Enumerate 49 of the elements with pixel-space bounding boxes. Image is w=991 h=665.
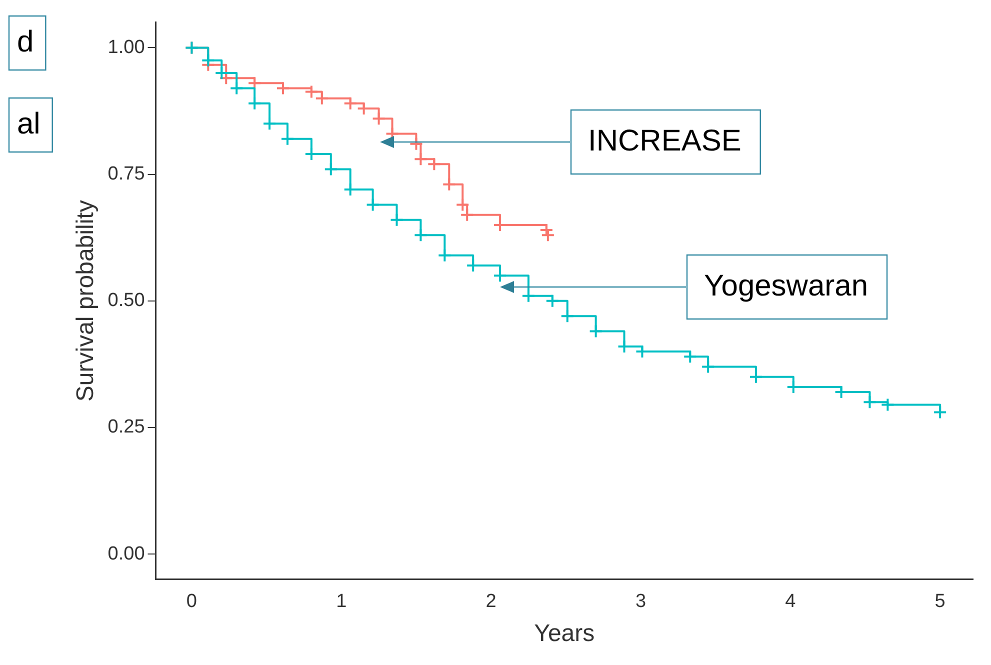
y-tick-label: 0.50 [108,290,145,312]
x-tick-label: 5 [934,591,946,612]
y-axis-title: Survival probability [72,200,100,402]
point [248,96,262,110]
point [560,309,574,324]
point [276,81,290,96]
x-tick-label: 1 [336,591,347,612]
point [460,208,474,222]
point [862,395,877,410]
point [248,76,262,90]
y-tick-label: 1.00 [108,36,145,58]
point [390,212,404,227]
x-tick-label: 0 [186,591,197,612]
point [701,360,716,374]
point [230,81,244,96]
point [438,248,452,262]
point [372,112,386,126]
point [880,398,895,412]
point [493,268,508,283]
x-tick-label: 2 [486,591,496,612]
y-tick-label: 0.75 [108,164,145,185]
annotation: INCREASE [588,124,742,158]
point [409,136,424,151]
point [588,324,603,338]
point [427,157,442,172]
point [201,53,216,68]
point [343,96,358,110]
point [545,294,560,308]
annotation: Yogeswaran [704,269,868,302]
y-tick-label: 0.00 [108,543,145,564]
text: al [17,107,40,140]
x-axis-title: Years [534,620,595,648]
point [324,162,338,176]
point [521,288,536,303]
text: d [17,25,34,58]
point [456,198,470,212]
point [442,177,456,192]
point [304,84,318,99]
point [933,405,948,420]
x-tick-label: 3 [635,591,646,612]
point [414,228,428,242]
y-tick-label: 0.25 [108,416,145,438]
point [414,152,428,166]
point [748,370,763,384]
point [683,350,698,364]
x-tick-label: 4 [785,591,796,612]
point [366,198,380,212]
point [262,116,277,131]
point [314,91,329,106]
